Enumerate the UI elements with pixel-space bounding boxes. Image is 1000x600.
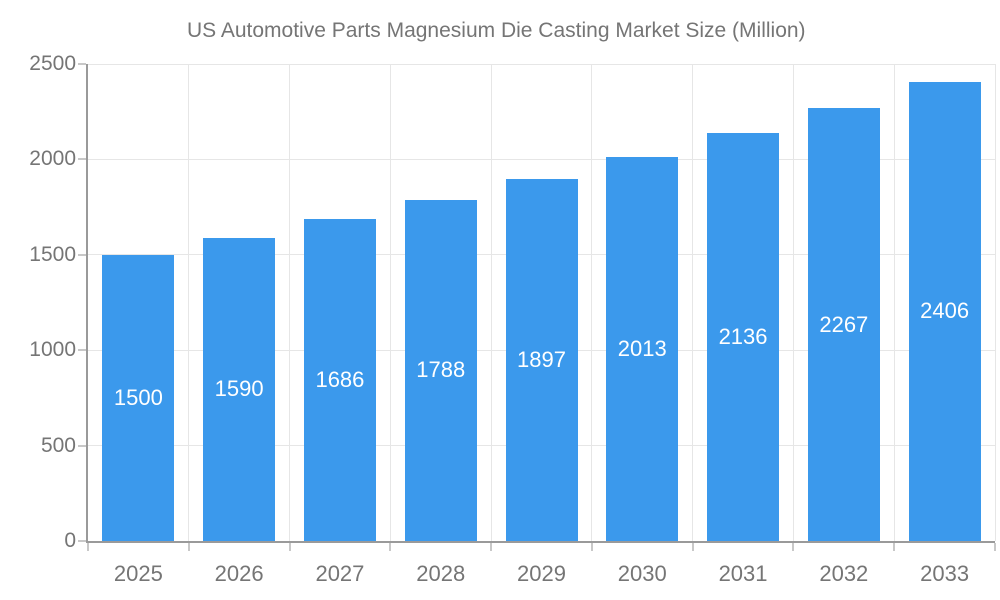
- y-axis-tick: [78, 158, 86, 161]
- legend-item[interactable]: US Automotive Parts Magnesium Die Castin…: [95, 14, 806, 48]
- v-gridline: [994, 64, 996, 541]
- x-tick-label: 2029: [517, 561, 566, 586]
- x-tick-label: 2032: [819, 561, 869, 586]
- x-axis-tick: [691, 543, 694, 551]
- bar-2029[interactable]: 1897: [505, 179, 578, 541]
- h-gridline: [88, 158, 995, 160]
- x-axis-tick: [490, 543, 493, 551]
- bar-value-label: 1897: [517, 347, 566, 373]
- y-axis-tick: [78, 253, 86, 256]
- bar-value-label: 2136: [718, 324, 768, 350]
- y-axis-tick: [78, 63, 86, 65]
- x-axis-tick: [893, 543, 896, 551]
- x-tick-label: 2033: [920, 561, 970, 586]
- bar-2033[interactable]: 2406: [908, 81, 981, 541]
- v-gridline: [692, 64, 694, 541]
- legend-swatch: [95, 19, 175, 43]
- bar-2025[interactable]: 1500: [102, 254, 175, 541]
- v-gridline: [188, 64, 190, 541]
- x-tick-label: 2025: [113, 561, 163, 586]
- v-gridline: [792, 64, 794, 541]
- h-gridline: [88, 63, 995, 65]
- bar-2027[interactable]: 1686: [303, 219, 376, 541]
- v-gridline: [490, 64, 492, 541]
- bar-value-label: 2013: [617, 335, 667, 361]
- bar-2030[interactable]: 2013: [606, 156, 679, 541]
- bar-2028[interactable]: 1788: [404, 199, 477, 541]
- x-axis-tick: [389, 543, 392, 551]
- bar-value-label: 1788: [416, 357, 466, 383]
- y-tick-label: 1000: [29, 338, 76, 362]
- legend-label: US Automotive Parts Magnesium Die Castin…: [187, 19, 806, 42]
- x-tick-label: 2026: [214, 561, 264, 586]
- y-tick-label: 2000: [29, 147, 76, 171]
- x-axis-line: [86, 541, 995, 543]
- x-axis-tick: [87, 543, 89, 551]
- y-tick-label: 0: [64, 529, 76, 552]
- v-gridline: [289, 64, 291, 541]
- x-axis-tick: [590, 543, 593, 551]
- x-axis-tick: [187, 543, 190, 551]
- v-gridline: [893, 64, 895, 541]
- plot-area: 1500 2025 1590 2026 1686 2027 1788 2028 1897 2029…: [78, 63, 996, 586]
- bar-2032[interactable]: 2267: [807, 108, 880, 541]
- x-tick-label: 2031: [718, 561, 768, 586]
- y-tick-label: 500: [40, 433, 76, 457]
- x-axis-tick: [288, 543, 291, 551]
- x-axis-tick: [994, 543, 996, 551]
- bar-2031[interactable]: 2136: [707, 133, 780, 541]
- y-tick-label: 2500: [29, 52, 76, 75]
- v-gridline: [389, 64, 391, 541]
- y-axis-line: [86, 64, 88, 543]
- x-tick-label: 2028: [416, 561, 466, 586]
- x-tick-label: 2030: [617, 561, 667, 586]
- y-axis-tick: [78, 444, 86, 447]
- bar-value-label: 2267: [819, 311, 869, 337]
- x-axis-tick: [792, 543, 795, 551]
- y-tick-label: 1500: [29, 242, 76, 266]
- bar-value-label: 1500: [113, 384, 163, 410]
- v-gridline: [591, 64, 593, 541]
- y-axis-tick: [78, 349, 86, 352]
- bar-value-label: 1686: [315, 367, 365, 393]
- y-axis-tick: [78, 540, 86, 542]
- x-tick-label: 2027: [315, 561, 365, 586]
- bar-value-label: 1590: [214, 376, 264, 402]
- bar-2026[interactable]: 1590: [203, 237, 276, 541]
- bar-value-label: 2406: [920, 298, 970, 324]
